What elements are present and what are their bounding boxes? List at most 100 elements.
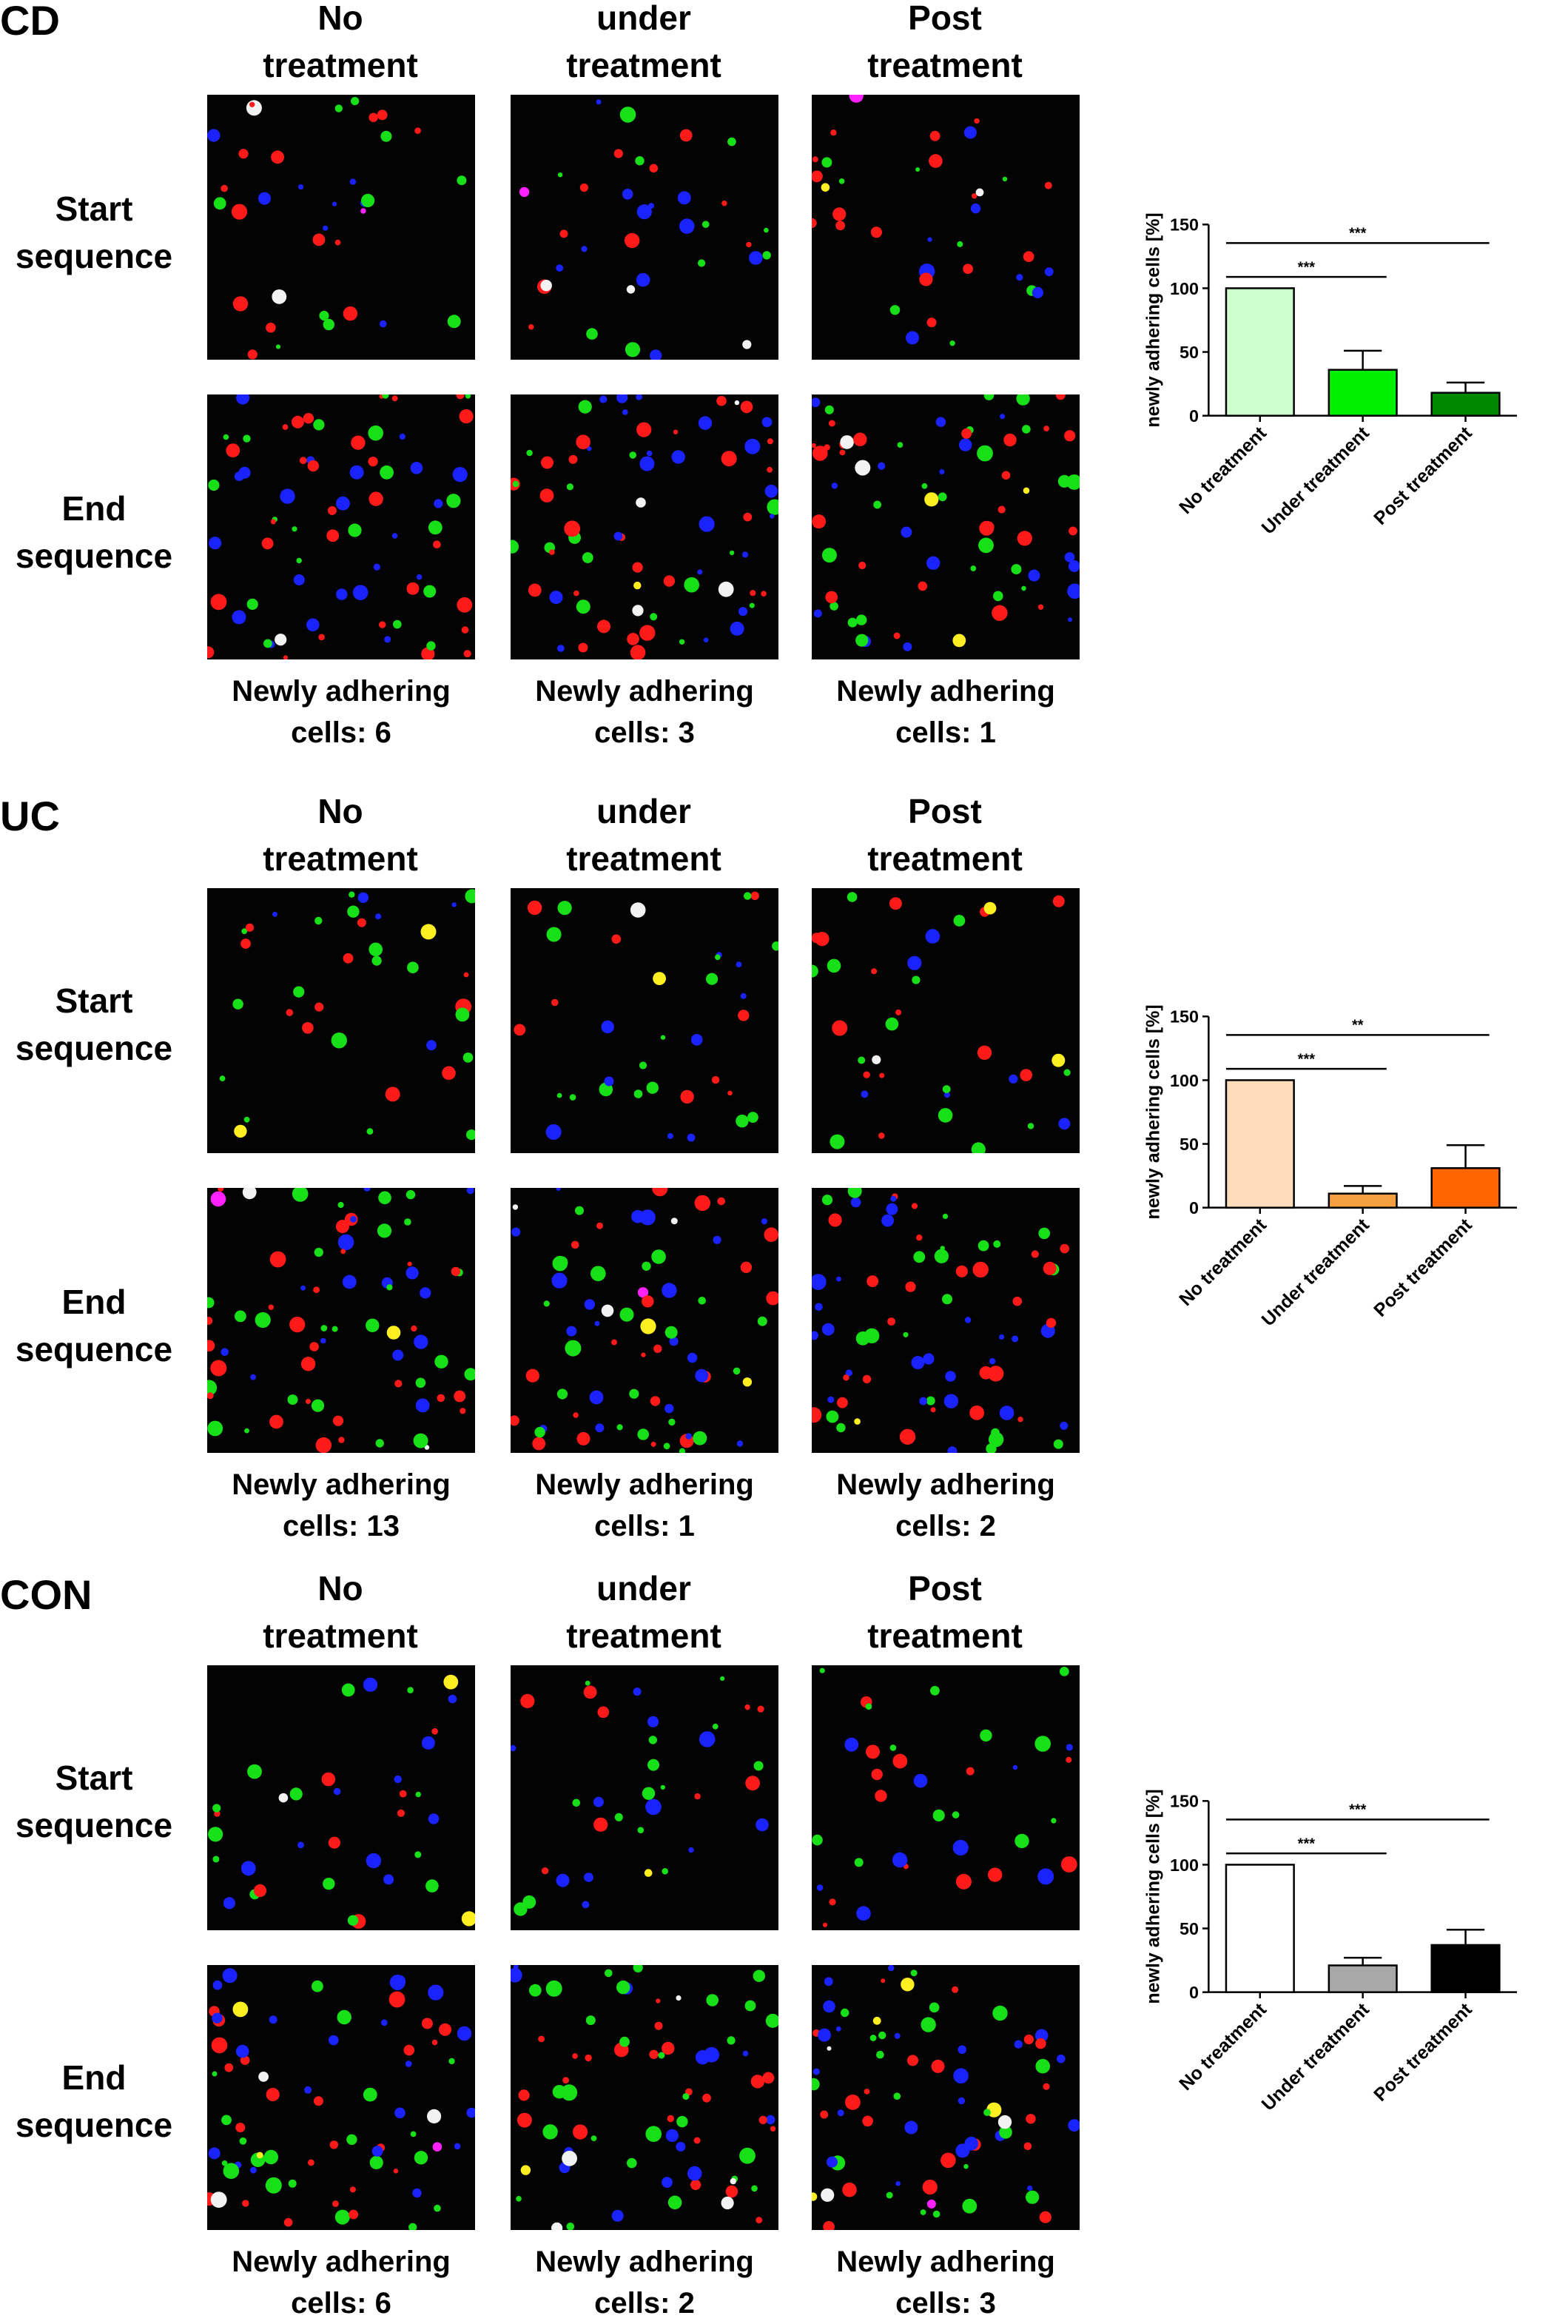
- micrograph-panel: [812, 394, 1080, 659]
- cell-dot: [912, 975, 921, 984]
- cell-dot: [718, 581, 734, 597]
- cell-dot: [831, 483, 838, 489]
- cell-dot: [551, 998, 559, 1007]
- cell-dot: [873, 500, 881, 509]
- cell-dot: [670, 1218, 678, 1225]
- cell-dot: [347, 905, 360, 918]
- y-tick-label: 50: [1180, 1135, 1199, 1154]
- cell-dot: [410, 2131, 417, 2137]
- cell-dot: [827, 2156, 838, 2168]
- cell-dot: [545, 1124, 562, 1140]
- cell-dot: [677, 191, 691, 205]
- cell-dot: [328, 1836, 340, 1849]
- cell-dot: [862, 2115, 873, 2127]
- cell-dot: [412, 2188, 422, 2198]
- cell-dot: [313, 419, 325, 431]
- cell-dot: [993, 1240, 1001, 1248]
- cell-dot: [734, 400, 740, 406]
- cell-dot: [897, 442, 904, 448]
- cell-dot: [566, 483, 573, 491]
- cell-dot: [713, 1235, 721, 1244]
- cell-dot: [695, 1368, 709, 1383]
- cell-dot: [408, 2223, 417, 2230]
- cell-dot: [291, 415, 304, 429]
- cell-dot: [881, 1978, 886, 1984]
- cell-dot: [711, 1075, 720, 1084]
- cell-dot: [1026, 2190, 1040, 2204]
- x-tick-label: No treatment: [1175, 423, 1271, 518]
- cell-dot: [542, 2124, 558, 2140]
- cell-dot: [746, 241, 752, 248]
- cell-dot: [556, 1188, 561, 1191]
- y-tick-label: 50: [1180, 1919, 1199, 1938]
- cell-dot: [585, 1680, 590, 1686]
- cell-dot: [280, 488, 295, 504]
- panel-caption: Newly adhering cells: 3: [535, 675, 754, 749]
- cell-dot: [716, 395, 727, 406]
- cell-dot: [275, 344, 281, 349]
- cell-dot: [685, 1433, 692, 1440]
- cell-dot: [428, 520, 443, 535]
- cell-dot: [300, 1285, 306, 1291]
- cell-dot: [1020, 1069, 1032, 1081]
- cell-dot: [653, 1344, 662, 1353]
- cell-dot: [889, 897, 902, 910]
- cell-dot: [466, 1188, 474, 1195]
- cell-dot: [556, 264, 564, 272]
- cell-dot: [334, 104, 343, 112]
- cell-dot: [738, 607, 748, 617]
- micrograph-panel: [812, 1188, 1080, 1453]
- cell-dot: [242, 2200, 249, 2207]
- cell-dot: [289, 1317, 306, 1333]
- cell-dot: [701, 221, 710, 228]
- bar-chart: newly adhering cells [%] 0 50 100 150 No trea…: [1143, 1004, 1517, 1330]
- cell-dot: [828, 1213, 842, 1227]
- cell-dot: [455, 1007, 470, 1022]
- cell-dot: [434, 2204, 441, 2212]
- cell-dot: [687, 1133, 696, 1142]
- row-title: End sequence: [15, 489, 173, 575]
- cell-dot: [337, 1201, 344, 1209]
- cell-dot: [566, 2223, 575, 2230]
- cell-dot: [363, 1677, 378, 1692]
- cell-dot: [650, 613, 658, 621]
- cell-dot: [742, 551, 749, 558]
- cell-dot: [911, 1356, 925, 1370]
- cell-dot: [812, 170, 823, 183]
- cell-dot: [660, 1784, 665, 1790]
- cell-dot: [836, 1423, 846, 1433]
- cell-dot: [712, 1723, 719, 1730]
- cell-dot: [568, 1342, 574, 1349]
- cell-dot: [571, 1240, 579, 1249]
- cell-dot: [932, 2210, 941, 2218]
- cell-dot: [892, 1753, 908, 1769]
- cell-dot: [706, 1994, 719, 2006]
- panel-caption: Newly adhering cells: 1: [836, 675, 1055, 749]
- cell-dot: [1034, 1736, 1051, 1752]
- cell-dot: [698, 259, 706, 267]
- cell-dot: [744, 892, 752, 900]
- micrograph-panel: [207, 1965, 475, 2230]
- cell-dot: [838, 178, 845, 184]
- cell-dot: [829, 1898, 836, 1906]
- cell-dot: [433, 540, 441, 548]
- cell-dot: [421, 2018, 433, 2029]
- cell-dots: [207, 394, 474, 659]
- cell-dot: [974, 118, 980, 124]
- cell-dot: [420, 1287, 431, 1299]
- cell-dot: [845, 2095, 861, 2110]
- cell-dot: [512, 1204, 519, 1210]
- micrograph-panel: [207, 394, 475, 659]
- cell-dot: [854, 1858, 864, 1867]
- cell-dot: [557, 172, 563, 178]
- cell-dot: [314, 916, 323, 925]
- cell-dot: [639, 1061, 647, 1069]
- cell-dot: [459, 409, 474, 424]
- cell-dot: [551, 1272, 568, 1289]
- cell-dot: [812, 2078, 820, 2091]
- cell-dot: [619, 107, 636, 123]
- cell-dot: [729, 550, 735, 556]
- cell-dot: [383, 1874, 394, 1885]
- cell-dot: [641, 1352, 646, 1357]
- cell-dot: [907, 2055, 918, 2066]
